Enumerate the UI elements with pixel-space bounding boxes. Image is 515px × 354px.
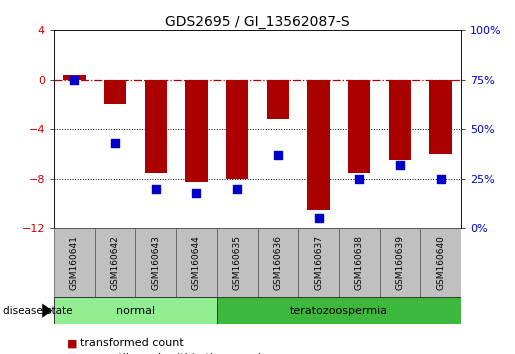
Bar: [104, 80, 126, 104]
Text: transformed count: transformed count: [80, 338, 183, 348]
Text: GSM160636: GSM160636: [273, 235, 282, 290]
Bar: [217, 228, 258, 297]
Point: [233, 186, 241, 192]
Text: GSM160642: GSM160642: [111, 235, 119, 290]
Bar: [145, 80, 167, 172]
Bar: [380, 228, 420, 297]
Bar: [217, 297, 461, 324]
Point: [274, 152, 282, 158]
Text: ■: ■: [67, 338, 77, 348]
Text: GSM160640: GSM160640: [436, 235, 445, 290]
Text: GSM160637: GSM160637: [314, 235, 323, 290]
Bar: [63, 75, 85, 80]
Point: [355, 176, 363, 182]
Bar: [135, 228, 176, 297]
Text: GSM160641: GSM160641: [70, 235, 79, 290]
Bar: [176, 228, 217, 297]
Point: [192, 190, 200, 195]
Bar: [339, 228, 380, 297]
Bar: [430, 80, 452, 154]
Title: GDS2695 / GI_13562087-S: GDS2695 / GI_13562087-S: [165, 15, 350, 29]
Text: percentile rank within the sample: percentile rank within the sample: [80, 353, 268, 354]
Bar: [54, 297, 217, 324]
Text: disease state: disease state: [3, 306, 72, 316]
Bar: [389, 80, 411, 160]
Point: [111, 140, 119, 146]
Bar: [185, 80, 208, 183]
Text: GSM160644: GSM160644: [192, 235, 201, 290]
Point: [396, 162, 404, 168]
Text: GSM160635: GSM160635: [233, 235, 242, 290]
Text: teratozoospermia: teratozoospermia: [290, 306, 388, 316]
Text: ■: ■: [67, 353, 77, 354]
Bar: [348, 80, 370, 172]
Bar: [258, 228, 298, 297]
Bar: [226, 80, 248, 179]
Bar: [298, 228, 339, 297]
Bar: [420, 228, 461, 297]
Bar: [54, 228, 95, 297]
Point: [151, 186, 160, 192]
Point: [436, 176, 444, 182]
Text: normal: normal: [116, 306, 155, 316]
Polygon shape: [42, 304, 53, 318]
Bar: [95, 228, 135, 297]
Text: GSM160638: GSM160638: [355, 235, 364, 290]
Bar: [267, 80, 289, 119]
Bar: [307, 80, 330, 210]
Text: GSM160643: GSM160643: [151, 235, 160, 290]
Point: [314, 216, 322, 221]
Text: GSM160639: GSM160639: [396, 235, 404, 290]
Point: [70, 77, 78, 82]
